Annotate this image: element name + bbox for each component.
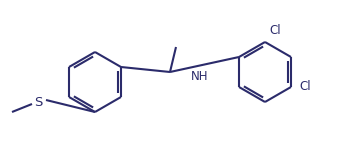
Text: NH: NH (191, 70, 208, 83)
Text: Cl: Cl (269, 24, 281, 36)
Text: Cl: Cl (299, 81, 311, 94)
Text: S: S (34, 95, 42, 108)
